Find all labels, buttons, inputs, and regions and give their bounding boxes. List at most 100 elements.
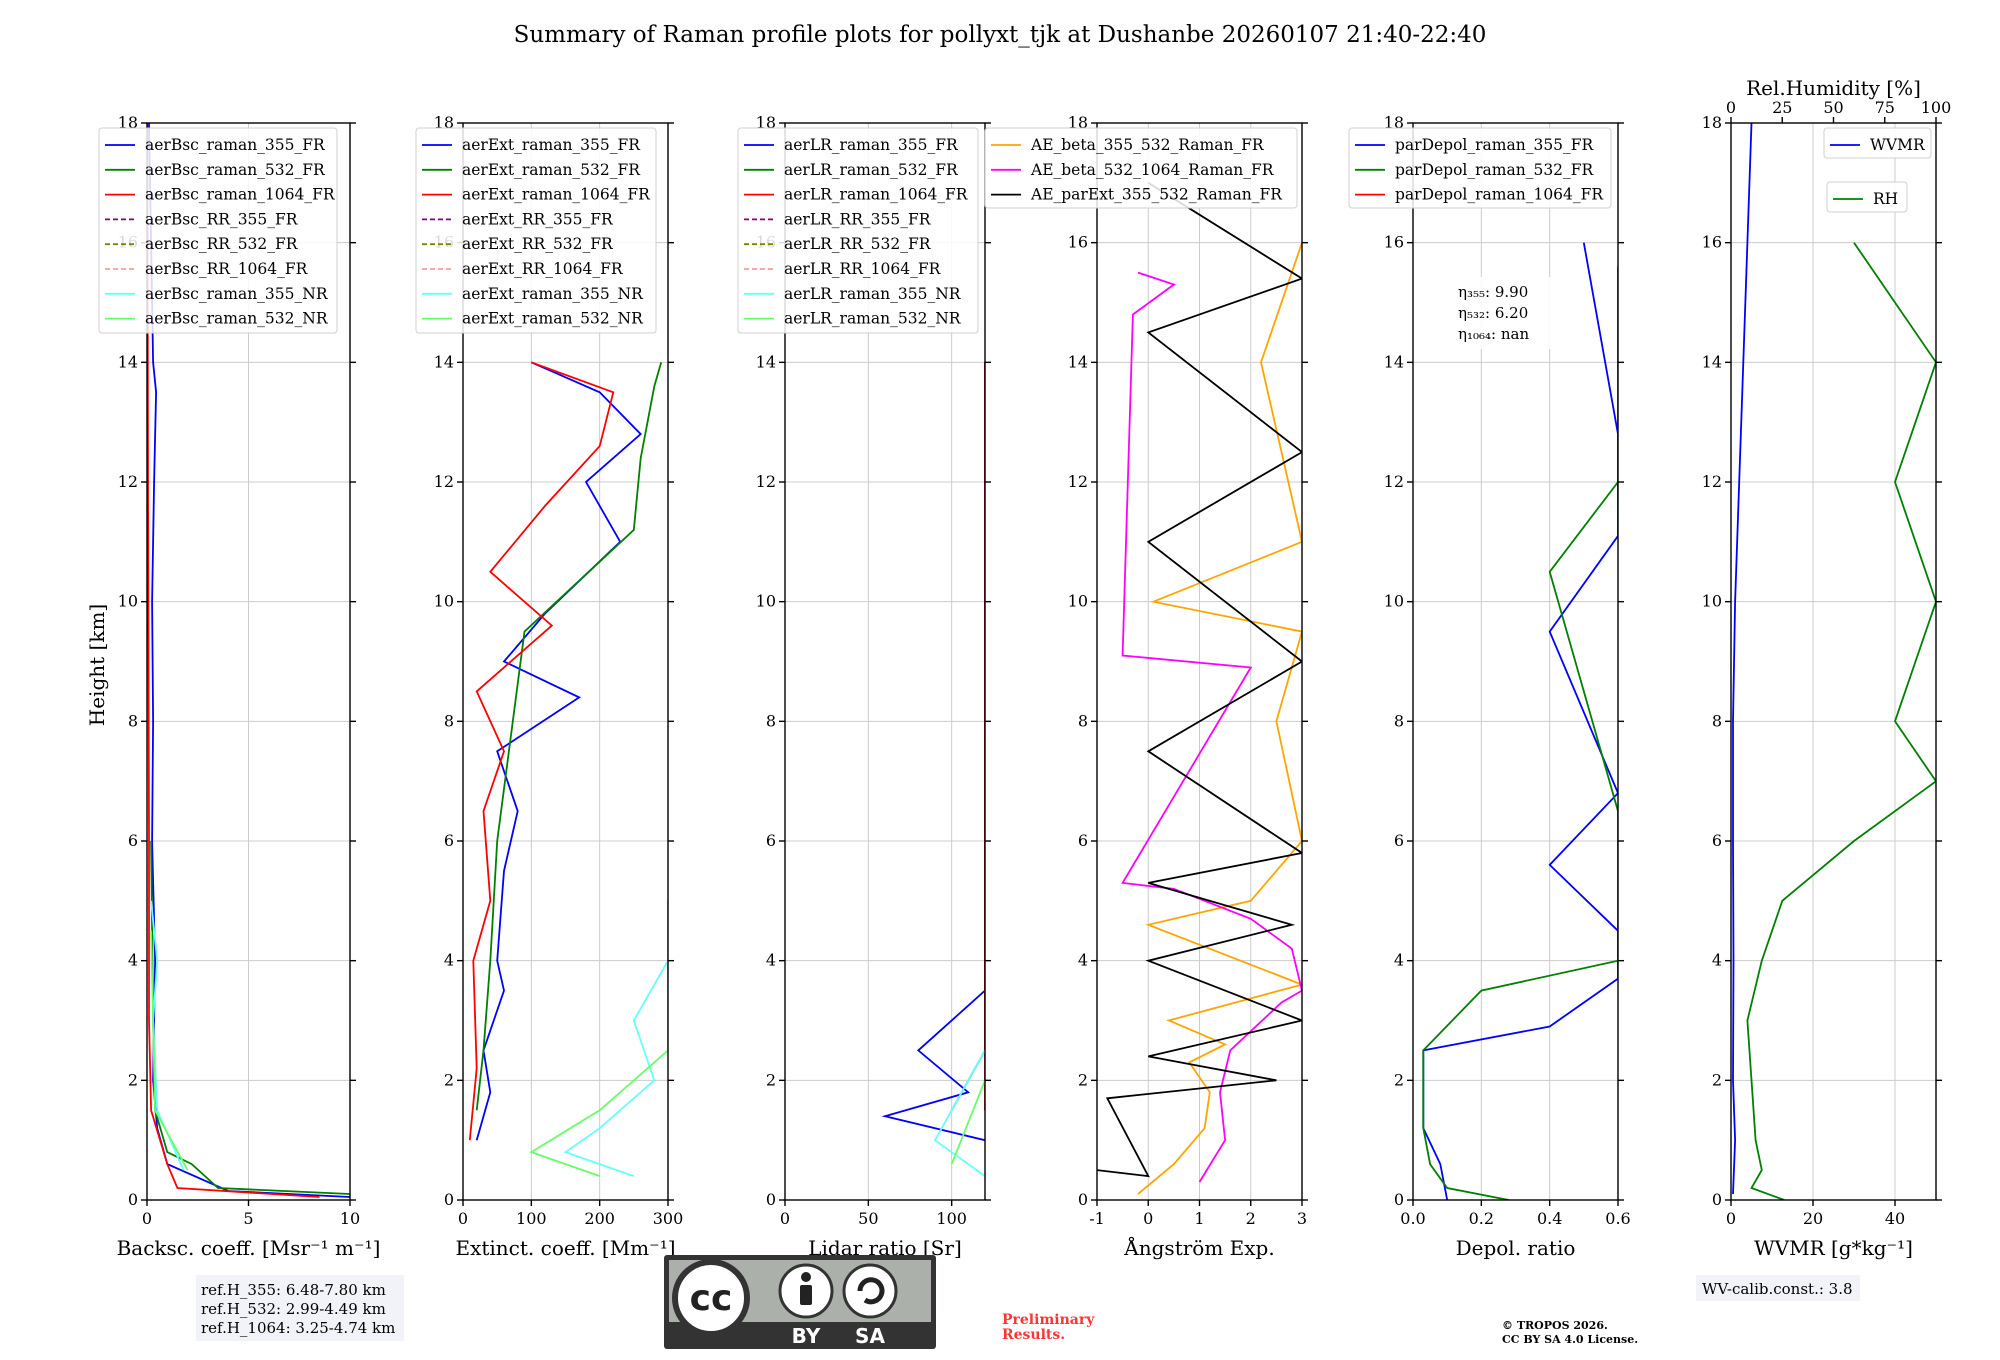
y-tick-label: 14 bbox=[118, 352, 138, 371]
x-axis-label: Backsc. coeff. [Msr⁻¹ m⁻¹] bbox=[117, 1236, 381, 1260]
y-tick-label: 4 bbox=[1394, 951, 1404, 970]
y-tick-label: 2 bbox=[766, 1070, 776, 1089]
legend-label: aerLR_raman_355_FR bbox=[784, 136, 959, 154]
legend-label: AE_parExt_355_532_Raman_FR bbox=[1030, 186, 1283, 204]
legend-label: parDepol_raman_355_FR bbox=[1395, 136, 1595, 154]
y-tick-label: 10 bbox=[756, 592, 776, 611]
x-tick-label: 0.0 bbox=[1400, 1209, 1425, 1228]
series-line-aerLR_raman_355_FR bbox=[881, 362, 985, 1142]
series-line-AE_beta_355_532_Raman_FR bbox=[1137, 242, 1302, 1195]
y-tick-label: 2 bbox=[1078, 1070, 1088, 1089]
legend-label: aerLR_raman_532_NR bbox=[784, 310, 962, 328]
figure-title: Summary of Raman profile plots for polly… bbox=[514, 22, 1487, 48]
legend-label: aerExt_raman_355_FR bbox=[462, 136, 641, 154]
x-tick-label: 200 bbox=[584, 1209, 615, 1228]
y-tick-label: 12 bbox=[118, 472, 138, 491]
cc-logo-text: cc bbox=[690, 1278, 733, 1319]
x-tick-label: 2 bbox=[1246, 1209, 1256, 1228]
y-tick-label: 18 bbox=[118, 113, 138, 132]
panel-lidar_ratio: 024681012141618050100Lidar ratio [Sr]aer… bbox=[737, 113, 991, 1260]
series-line-aerBsc_raman_1064_FR bbox=[147, 123, 320, 1198]
x-tick-label: 1 bbox=[1194, 1209, 1204, 1228]
series-line-WVMR bbox=[1732, 123, 1753, 1195]
legend-label: aerExt_RR_532_FR bbox=[462, 235, 614, 253]
top-x-tick-label: 0 bbox=[1726, 98, 1736, 117]
y-tick-label: 12 bbox=[434, 472, 454, 491]
wv-calib-const: WV-calib.const.: 3.8 bbox=[1702, 1280, 1853, 1298]
y-tick-label: 2 bbox=[1712, 1070, 1722, 1089]
legend-label: aerExt_raman_532_NR bbox=[462, 310, 644, 328]
ref-h-355: ref.H_355: 6.48-7.80 km bbox=[201, 1281, 386, 1299]
y-tick-label: 8 bbox=[1712, 711, 1722, 730]
y-tick-label: 2 bbox=[128, 1070, 138, 1089]
sa-share-icon bbox=[842, 1263, 898, 1319]
top-x-tick-label: 25 bbox=[1772, 98, 1792, 117]
series-line-aerBsc_raman_355_NR bbox=[150, 900, 185, 1171]
sa-text: SA bbox=[855, 1324, 885, 1348]
wv-calib-box: WV-calib.const.: 3.8 bbox=[1696, 1275, 1860, 1301]
legend-label: aerLR_RR_355_FR bbox=[784, 210, 932, 228]
y-tick-label: 16 bbox=[1702, 233, 1722, 252]
panel-extinction: 0246810121416180100200300Extinct. coeff.… bbox=[415, 113, 684, 1260]
legend-label: WVMR bbox=[1870, 136, 1926, 154]
x-tick-label: 100 bbox=[516, 1209, 547, 1228]
ref-height-box: ref.H_355: 6.48-7.80 km ref.H_532: 2.99-… bbox=[196, 1275, 404, 1341]
series-line-aerExt_raman_532_FR bbox=[475, 362, 663, 1111]
x-tick-label: 300 bbox=[653, 1209, 684, 1228]
y-axis-label: Height [km] bbox=[85, 604, 109, 726]
y-tick-label: 0 bbox=[444, 1190, 454, 1209]
x-tick-label: 0 bbox=[142, 1209, 152, 1228]
y-tick-label: 10 bbox=[1068, 592, 1088, 611]
y-tick-label: 0 bbox=[1712, 1190, 1722, 1209]
y-tick-label: 10 bbox=[434, 592, 454, 611]
series-line-aerLR_raman_532_NR bbox=[950, 1079, 985, 1165]
cc-logo-icon bbox=[672, 1259, 750, 1337]
series-line-aerExt_raman_355_NR bbox=[563, 900, 668, 1177]
y-tick-label: 18 bbox=[1702, 113, 1722, 132]
x-tick-label: 0.4 bbox=[1537, 1209, 1562, 1228]
cc-license-badge[interactable]: cc BY SA bbox=[664, 1255, 936, 1349]
y-tick-label: 0 bbox=[766, 1190, 776, 1209]
legend-extinction: aerExt_raman_355_FR aerExt_raman_532_FRae… bbox=[415, 127, 657, 334]
by-person-head bbox=[801, 1272, 811, 1282]
y-tick-label: 12 bbox=[1384, 472, 1404, 491]
x-tick-label: 0.2 bbox=[1469, 1209, 1494, 1228]
x-axis-label: Depol. ratio bbox=[1456, 1236, 1576, 1260]
series-group bbox=[1097, 182, 1302, 1195]
series-line-aerLR_raman_355_NR bbox=[933, 1049, 985, 1177]
legend-water_vapor: WVMR RH bbox=[1823, 127, 1932, 213]
y-tick-label: 8 bbox=[766, 711, 776, 730]
x-tick-label: 0 bbox=[1726, 1209, 1736, 1228]
legend-label: AE_beta_355_532_Raman_FR bbox=[1030, 136, 1265, 154]
y-tick-label: 18 bbox=[1384, 113, 1404, 132]
legend-depolarization: parDepol_raman_355_FR parDepol_raman_532_… bbox=[1348, 127, 1612, 209]
x-tick-label: 50 bbox=[858, 1209, 878, 1228]
legend-label: aerExt_RR_355_FR bbox=[462, 210, 614, 228]
y-tick-label: 18 bbox=[434, 113, 454, 132]
axes-frame bbox=[1412, 122, 1619, 1201]
y-tick-label: 0 bbox=[1078, 1190, 1088, 1209]
panels: 0246810121416180510Backsc. coeff. [Msr⁻¹… bbox=[98, 76, 1951, 1260]
legend-label: aerExt_RR_1064_FR bbox=[462, 260, 624, 278]
by-person-body bbox=[800, 1285, 812, 1305]
eta-box bbox=[1452, 277, 1552, 349]
eta-label: η₃₅₅: 9.90 bbox=[1458, 283, 1528, 301]
ref-h-1064: ref.H_1064: 3.25-4.74 km bbox=[201, 1319, 395, 1337]
series-line-aerExt_raman_355_FR bbox=[475, 361, 643, 1141]
legend-box bbox=[98, 127, 338, 334]
y-tick-label: 10 bbox=[118, 592, 138, 611]
y-tick-label: 14 bbox=[1068, 352, 1088, 371]
y-tick-label: 12 bbox=[1068, 472, 1088, 491]
y-tick-label: 18 bbox=[756, 113, 776, 132]
series-line-aerBsc_raman_532_FR bbox=[150, 840, 350, 1195]
x-tick-label: 5 bbox=[243, 1209, 253, 1228]
legend-label: aerExt_raman_532_FR bbox=[462, 161, 641, 179]
legend-label: aerExt_raman_1064_FR bbox=[462, 186, 651, 204]
series-line-AE_beta_532_1064_Raman_FR bbox=[1121, 271, 1302, 1183]
series-line-aerBsc_raman_532_NR bbox=[150, 930, 189, 1171]
legend-box bbox=[737, 127, 979, 334]
series-line-AE_parExt_355_532_Raman_FR bbox=[1097, 182, 1302, 1178]
preliminary-text-2: Results. bbox=[1002, 1327, 1065, 1343]
